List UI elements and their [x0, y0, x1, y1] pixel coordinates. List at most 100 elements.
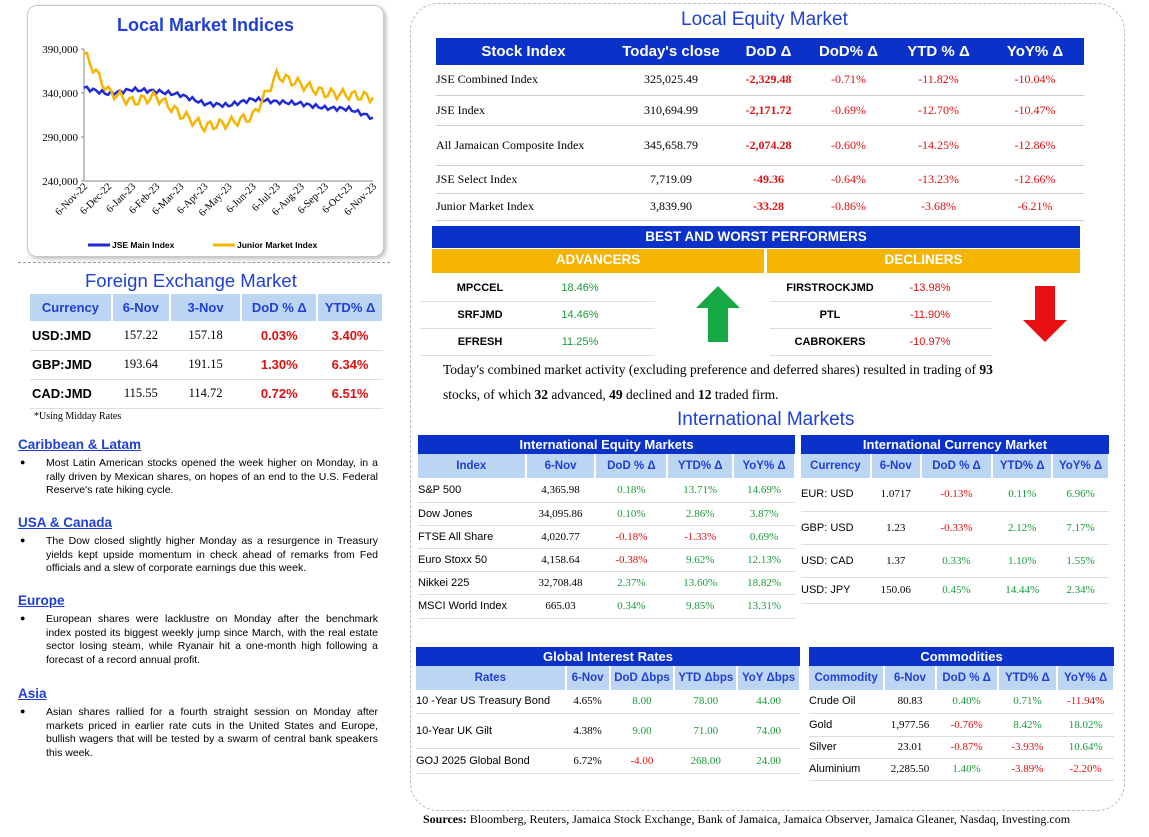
rates-cell-n: GOJ 2025 Global Bond — [416, 748, 566, 774]
comm-row: Aluminium 2,285.50 1.40% -3.89% -2.20% — [809, 758, 1114, 781]
comm-header: DoD % Δ — [935, 666, 999, 690]
advancers-change: 18.46% — [561, 282, 599, 294]
fx-rate-prev: 157.18 — [169, 321, 242, 351]
equity-cell-y: -12.70% — [891, 95, 986, 126]
equity-title: Local Equity Market — [681, 9, 848, 30]
equity-cell-y: -13.23% — [891, 165, 986, 194]
comm-header: 6-Nov — [884, 666, 937, 690]
icur-cell-d: 0.45% — [920, 577, 993, 604]
rates-header: 6-Nov — [565, 666, 611, 690]
ieq-cell-d: 0.18% — [595, 478, 668, 503]
decliners-row: CABROKERS -10.97% — [770, 329, 992, 356]
equity-cell-y: -3.68% — [891, 193, 986, 221]
icur-row: GBP: USD 1.23 -0.33% 2.12% 7.17% — [801, 511, 1109, 545]
fx-rate-prev: 114.72 — [169, 379, 242, 409]
comm-row: Silver 23.01 -0.87% -3.93% 10.64% — [809, 736, 1114, 759]
ieq-row: FTSE All Share 4,020.77 -0.18% -1.33% 0.69% — [418, 525, 795, 549]
ieq-row: Nikkei 225 32,708.48 2.37% 13.60% 18.82% — [418, 571, 795, 595]
rates-cell-v: 6.72% — [565, 748, 610, 774]
ieq-cell-o: 14.69% — [733, 478, 795, 503]
icur-cell-y: 0.11% — [992, 478, 1053, 512]
icur-row: EUR: USD 1.0717 -0.13% 0.11% 6.96% — [801, 478, 1109, 512]
intl-equity-table: International Equity Markets Index 6-Nov Do… — [418, 435, 796, 619]
equity-cell-c: 310,694.99 — [611, 95, 731, 126]
equity-header: Today's close — [611, 38, 731, 65]
rates-cell-n: 10 -Year US Treasury Bond — [416, 690, 566, 714]
ieq-header: YoY% Δ — [733, 454, 796, 478]
icur-cell-d: 0.33% — [920, 544, 993, 578]
ieq-header-row: Index 6-Nov DoD % Δ YTD% Δ YoY% Δ — [418, 454, 796, 478]
advancers-ticker: EFRESH — [457, 336, 503, 348]
rates-row: 10-Year UK Gilt 4.38% 9.00 71.00 74.00 — [416, 713, 800, 749]
decliners-change: -13.98% — [909, 282, 951, 294]
equity-cell-p: -0.71% — [806, 65, 891, 96]
comm-cell-y: 0.71% — [997, 690, 1058, 714]
comm-header-row: Commodity 6-Nov DoD % Δ YTD% Δ YoY% Δ — [809, 666, 1115, 690]
rates-header: YoY Δbps — [737, 666, 801, 690]
decliners-ticker: FIRSTROCKJMD — [786, 282, 874, 294]
news-item: Caribbean & Latam ● Most Latin American st… — [18, 437, 383, 498]
intl-title: International Markets — [677, 409, 855, 430]
icur-cell-y: 1.10% — [992, 544, 1053, 578]
fx-currency: USD:JMD — [30, 321, 112, 351]
rates-row: GOJ 2025 Global Bond 6.72% -4.00 268.00 24.0… — [416, 748, 800, 774]
local-equity-table: Stock Index Today's close DoD Δ DoD% Δ YTD %… — [436, 38, 1084, 221]
fx-header: DoD % Δ — [241, 294, 319, 321]
news-text: European shares were lacklustre on Monda… — [46, 613, 378, 666]
icur-cell-d: -0.33% — [920, 511, 993, 545]
comm-cell-d: 1.40% — [935, 758, 998, 781]
decliners-change: -11.90% — [909, 309, 951, 321]
icur-cell-n: USD: CAD — [801, 544, 871, 578]
decliners-row: PTL -11.90% — [770, 302, 992, 329]
ieq-row: Euro Stoxx 50 4,158.64 -0.38% 9.62% 12.13% — [418, 548, 795, 572]
advancers-ticker: MPCCEL — [456, 282, 504, 294]
comm-cell-y: 8.42% — [997, 713, 1058, 737]
equity-cell-p: -0.60% — [806, 125, 891, 166]
ieq-cell-o: 12.13% — [733, 548, 795, 572]
ieq-cell-d: 0.10% — [595, 502, 668, 526]
advancers-row: EFRESH 11.25% — [420, 329, 655, 356]
news-item: Asia ● Asian shares rallied for a fourth s… — [18, 686, 383, 760]
ieq-cell-y: 9.85% — [667, 594, 734, 619]
y-tick-label: 340,000 — [42, 88, 78, 100]
fx-dod: 1.30% — [241, 350, 318, 380]
equity-cell-o: -10.47% — [986, 95, 1084, 126]
market-summary: Today's combined market activity (exclud… — [443, 362, 993, 402]
icur-header: YTD% Δ — [992, 454, 1054, 478]
comm-cell-n: Aluminium — [809, 758, 885, 781]
equity-header: Stock Index — [436, 38, 611, 65]
equity-cell-n: JSE Combined Index — [436, 65, 611, 96]
ieq-cell-d: 0.34% — [595, 594, 668, 619]
equity-cell-p: -0.64% — [806, 165, 891, 194]
ieq-cell-y: 13.71% — [667, 478, 734, 503]
icur-title: International Currency Market — [801, 435, 1109, 454]
comm-title: Commodities — [809, 647, 1114, 666]
decliners-row: FIRSTROCKJMD -13.98% — [770, 275, 992, 302]
advancers-list: MPCCEL 18.46% SRFJMD 14.46% EFRESH 11.25% — [420, 275, 655, 356]
icur-cell-d: -0.13% — [920, 478, 993, 512]
ieq-cell-o: 13.31% — [733, 594, 795, 619]
fx-ytd: 6.34% — [317, 350, 383, 380]
equity-cell-o: -6.21% — [986, 193, 1084, 221]
equity-cell-y: -14.25% — [891, 125, 986, 166]
icur-cell-o: 7.17% — [1052, 511, 1109, 545]
news-heading: Caribbean & Latam — [18, 437, 142, 452]
icur-header: Currency — [801, 454, 872, 478]
fx-rate-prev: 191.15 — [169, 350, 242, 380]
comm-cell-v: 2,285.50 — [884, 758, 936, 781]
ieq-cell-y: 13.60% — [667, 571, 734, 595]
decliners-list: FIRSTROCKJMD -13.98% PTL -11.90% CABROKERS -1… — [770, 275, 992, 356]
fx-header: 3-Nov — [169, 294, 243, 321]
advancers-row: SRFJMD 14.46% — [420, 302, 655, 329]
icur-header-row: Currency 6-Nov DoD % Δ YTD% Δ YoY% Δ — [801, 454, 1110, 478]
rates-row: 10 -Year US Treasury Bond 4.65% 8.00 78.00 4… — [416, 690, 800, 714]
fx-rate-today: 115.55 — [111, 379, 170, 409]
fx-rate-today: 193.64 — [111, 350, 170, 380]
icur-cell-n: GBP: USD — [801, 511, 871, 545]
up-arrow-icon — [696, 286, 740, 342]
icur-cell-n: EUR: USD — [801, 478, 871, 512]
legend-label: JSE Main Index — [112, 240, 175, 250]
icur-cell-o: 6.96% — [1052, 478, 1109, 512]
news-item: Europe ● European shares were lacklustre o… — [18, 593, 383, 667]
advancers-change: 11.25% — [561, 336, 599, 348]
